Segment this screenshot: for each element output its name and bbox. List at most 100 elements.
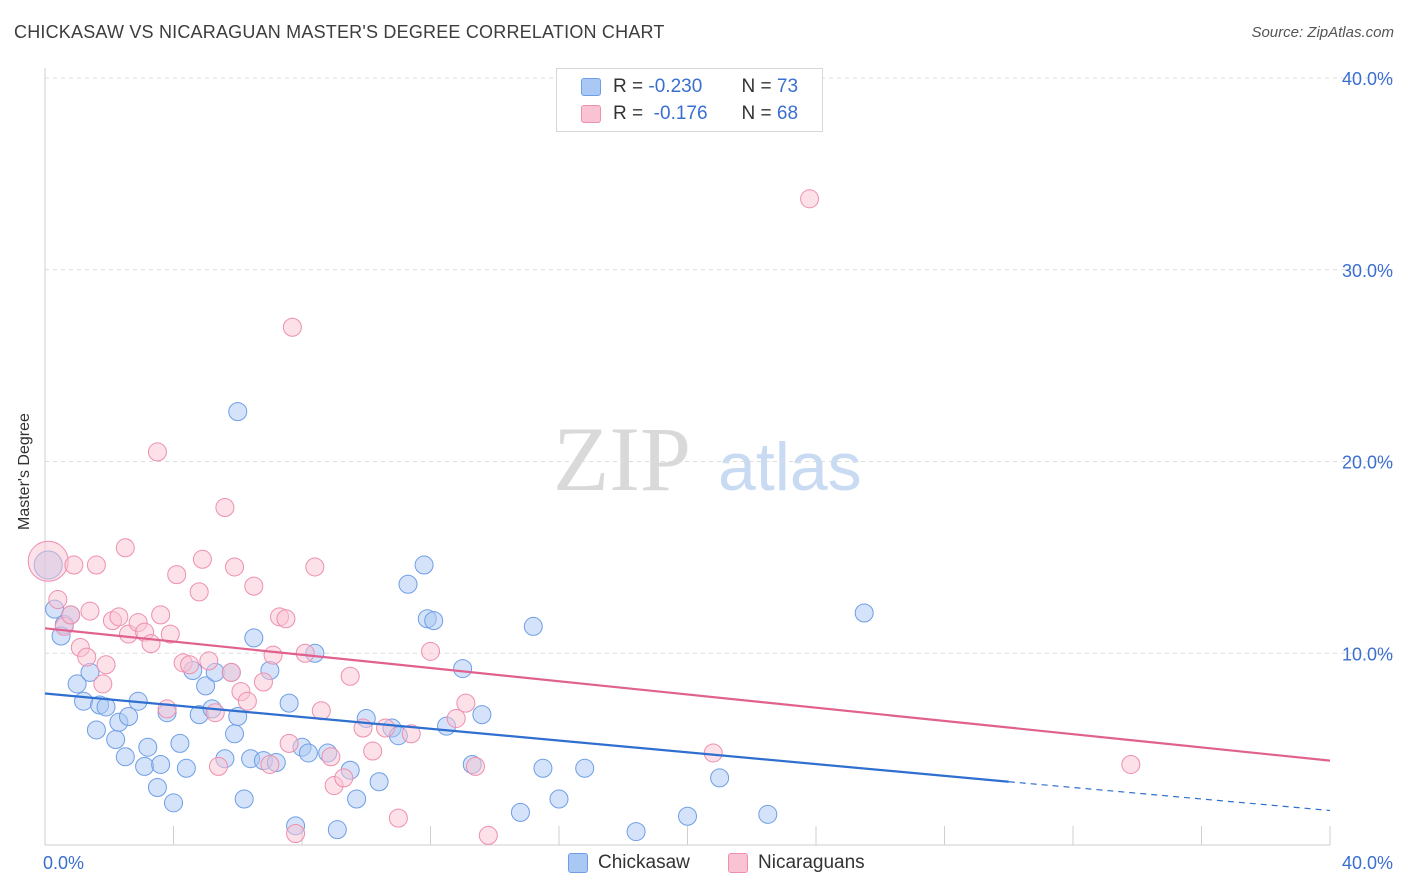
data-point [446, 708, 466, 728]
r-label: R = [613, 76, 644, 97]
data-point [456, 693, 476, 713]
legend-item-nicaraguans: Nicaraguans [728, 852, 865, 874]
data-point [106, 730, 126, 750]
data-point [61, 605, 81, 625]
data-point [77, 647, 97, 667]
data-point [854, 603, 874, 623]
data-point [74, 691, 94, 711]
data-point [147, 777, 167, 797]
data-point [86, 555, 106, 575]
y-tick-label: 30.0% [1342, 261, 1393, 281]
x-tick-label: 0.0% [43, 853, 84, 873]
data-point [176, 758, 196, 778]
n-value: 73 [776, 76, 799, 97]
data-point [192, 549, 212, 569]
data-point [160, 624, 180, 644]
data-point [549, 789, 569, 809]
data-point [253, 672, 273, 692]
data-point [334, 768, 354, 788]
data-point [205, 703, 225, 723]
nicaraguans-swatch [581, 105, 601, 123]
data-point [157, 699, 177, 719]
data-point [96, 655, 116, 675]
tick-labels: 10.0% 20.0% 30.0% 40.0% 0.0% 40.0% [43, 69, 1393, 873]
data-point [48, 590, 68, 610]
legend-row-chickasaw: R = -0.230 N = 73 [581, 74, 798, 100]
data-point [414, 555, 434, 575]
gridlines [45, 77, 1395, 654]
data-point [1121, 754, 1141, 774]
r-label: R = [613, 103, 644, 124]
data-point [96, 697, 116, 717]
data-point [215, 498, 235, 518]
data-point [347, 789, 367, 809]
y-tick-label: 20.0% [1342, 453, 1393, 473]
data-point [244, 628, 264, 648]
chickasaw-legend-label: Chickasaw [598, 852, 690, 873]
series-nicaraguans [27, 189, 1141, 845]
data-point [64, 555, 84, 575]
n-label: N = [741, 76, 772, 97]
y-tick-label: 40.0% [1342, 69, 1393, 89]
data-point [298, 743, 318, 763]
trend-line-nicaraguans [44, 627, 1331, 762]
data-point [575, 758, 595, 778]
data-point [221, 662, 241, 682]
data-point [363, 741, 383, 761]
data-point [523, 616, 543, 636]
r-value: -0.176 [653, 103, 708, 124]
data-point [703, 743, 723, 763]
data-point [327, 820, 347, 840]
data-point [141, 634, 161, 654]
data-point [263, 645, 283, 665]
n-label: N = [741, 103, 772, 124]
data-point [180, 655, 200, 675]
data-point [388, 808, 408, 828]
n-value: 68 [776, 103, 799, 124]
data-point [119, 707, 139, 727]
data-point [710, 768, 730, 788]
data-point [167, 565, 187, 585]
trend-line-chickasaw [44, 692, 1009, 783]
data-point [758, 804, 778, 824]
source-label: Source: ZipAtlas.com [1251, 24, 1394, 41]
data-point [80, 601, 100, 621]
legend-item-chickasaw: Chickasaw [568, 852, 690, 874]
trend-line-extension [1008, 781, 1331, 812]
data-point [138, 737, 158, 757]
data-point [305, 557, 325, 577]
data-point [276, 609, 296, 629]
data-point [27, 540, 69, 582]
data-point [421, 641, 440, 661]
watermark-zip: ZIP [553, 408, 691, 510]
data-point [260, 754, 280, 774]
data-point [208, 756, 228, 776]
data-point [115, 747, 135, 767]
data-point [626, 822, 646, 842]
data-point [295, 643, 315, 663]
data-points [27, 189, 1141, 845]
chickasaw-legend-swatch [568, 853, 588, 873]
r-value: -0.230 [648, 76, 703, 97]
chickasaw-swatch [581, 78, 601, 96]
chart-title: CHICKASAW VS NICARAGUAN MASTER'S DEGREE … [14, 22, 665, 42]
data-point [115, 538, 135, 558]
data-point [109, 607, 129, 627]
data-point [244, 576, 264, 596]
data-point [151, 754, 171, 774]
data-point [510, 802, 530, 822]
data-point [237, 691, 257, 711]
data-point [151, 605, 171, 625]
data-point [86, 720, 106, 740]
data-point [225, 557, 245, 577]
axes [44, 68, 1331, 846]
data-point [93, 674, 113, 694]
data-point [282, 317, 302, 337]
trend-lines [44, 627, 1331, 812]
legend-row-nicaraguans: R = -0.176 N = 68 [581, 101, 798, 127]
data-point [189, 582, 209, 602]
data-point [279, 733, 299, 753]
data-point [376, 718, 396, 738]
data-point [465, 756, 485, 776]
y-tick-label: 10.0% [1342, 644, 1393, 664]
